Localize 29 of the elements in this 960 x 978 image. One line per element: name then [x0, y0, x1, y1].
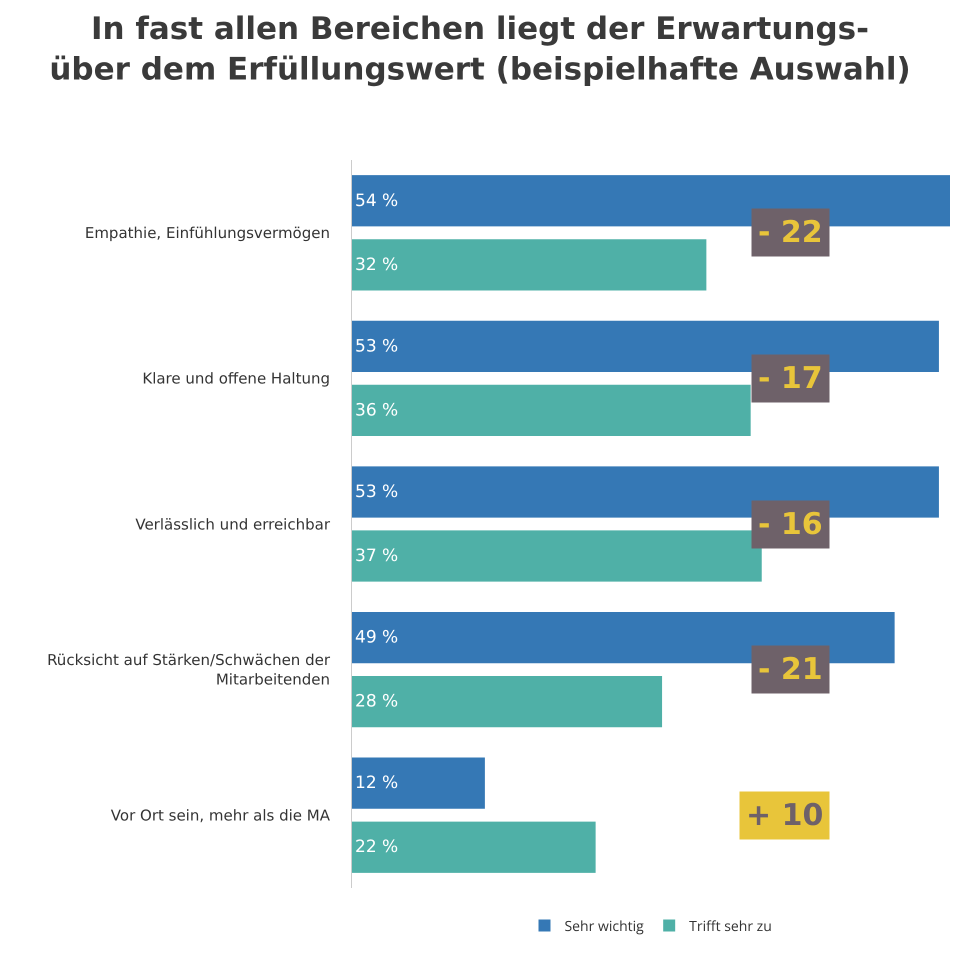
bar	[352, 384, 751, 436]
data-label: 49 %	[355, 628, 398, 648]
y-tick-label: Rücksicht auf Stärken/Schwächen der Mitarbeitenden	[47, 651, 331, 689]
y-tick-label: Vor Ort sein, mehr als die MA	[110, 806, 331, 824]
data-label: 32 %	[355, 254, 398, 275]
bar	[352, 822, 596, 873]
annotation: - 21	[758, 652, 823, 687]
legend-label: Sehr wichtig	[564, 916, 644, 936]
bar	[352, 676, 662, 728]
annotation: + 10	[746, 798, 824, 833]
data-label: 22 %	[355, 837, 398, 858]
annotation: - 16	[758, 507, 823, 542]
data-label: 36 %	[355, 400, 398, 420]
chart-title: In fast allen Bereichen liegt der Erwartungs- über dem Erfüllungswert (beispielhafte Auswahl)	[49, 11, 911, 88]
data-label: 53 %	[355, 482, 398, 502]
data-label: 54 %	[355, 190, 398, 211]
bar	[352, 758, 485, 809]
bar	[352, 530, 762, 582]
y-tick-label: Klare und offene Haltung	[142, 370, 330, 388]
data-label: 37 %	[355, 546, 398, 566]
y-tick-label: Verlässlich und erreichbar	[135, 515, 331, 534]
annotation: - 22	[758, 215, 823, 250]
data-label: 28 %	[355, 692, 398, 712]
legend-label: Trifft sehr zu	[689, 916, 772, 936]
y-tick-label: Empathie, Einfühlungsvermögen	[84, 224, 330, 242]
annotation: - 17	[758, 361, 823, 396]
data-label: 12 %	[355, 773, 398, 794]
data-label: 53 %	[355, 336, 398, 356]
bar	[352, 239, 706, 290]
